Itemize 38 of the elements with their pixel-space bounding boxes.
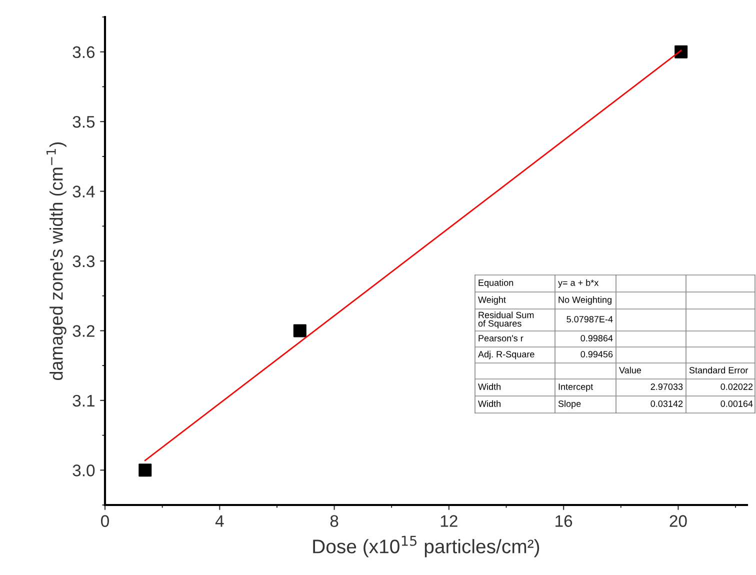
- annotation: 0.99864: [580, 335, 613, 342]
- x-axis-title: Dose (x10$^{15}$ particles/cm²): [313, 536, 540, 558]
- annotation: No Weighting: [558, 296, 612, 305]
- y-tick-label: 3.3: [72, 255, 95, 268]
- y-tick-label: 3.4: [72, 186, 95, 198]
- annotation: 0.99456: [580, 351, 613, 358]
- x-tick-label: 0: [101, 515, 109, 527]
- annotation: Adj. R-Square: [478, 350, 534, 360]
- annotation: Weight: [478, 296, 506, 305]
- annotation: Width: [478, 383, 500, 390]
- y-tick-label: 3.5: [72, 116, 95, 128]
- x-tick-label: 16: [556, 515, 572, 527]
- annotation: 0.02022: [720, 384, 753, 390]
- annotation: Intercept: [558, 384, 594, 392]
- annotation: Equation: [478, 279, 514, 288]
- annotation: Pearson's r: [478, 335, 524, 342]
- point: [138, 464, 152, 477]
- annotation: Value: [619, 366, 642, 374]
- x-tick-label: 8: [330, 515, 338, 527]
- annotation: 2.97033: [650, 384, 683, 390]
- annotation: 0.03142: [650, 400, 683, 407]
- annotation: 0.00164: [720, 400, 753, 407]
- y-axis-title: damaged zone's width (cm$^{−1}$): [46, 142, 66, 380]
- y-tick-label: 3.2: [72, 325, 94, 337]
- y-tick-label: 3.0: [72, 464, 95, 476]
- annotation: Residual Sum of Squares: [478, 312, 534, 328]
- annotation: Standard Error: [689, 366, 748, 374]
- y-tick-label: 3.6: [72, 46, 95, 58]
- y-tick-label: 3.1: [72, 394, 94, 407]
- point: [674, 45, 688, 58]
- annotation: 5.07987E-4: [566, 316, 613, 322]
- x-tick-label: 20: [670, 515, 687, 527]
- point: [293, 324, 306, 338]
- annotation: Slope: [558, 400, 581, 409]
- x-tick-label: 12: [440, 515, 458, 527]
- annotation: Width: [478, 400, 500, 407]
- x-tick-label: 4: [215, 515, 224, 527]
- annotation: y= a + b*x: [558, 279, 599, 288]
